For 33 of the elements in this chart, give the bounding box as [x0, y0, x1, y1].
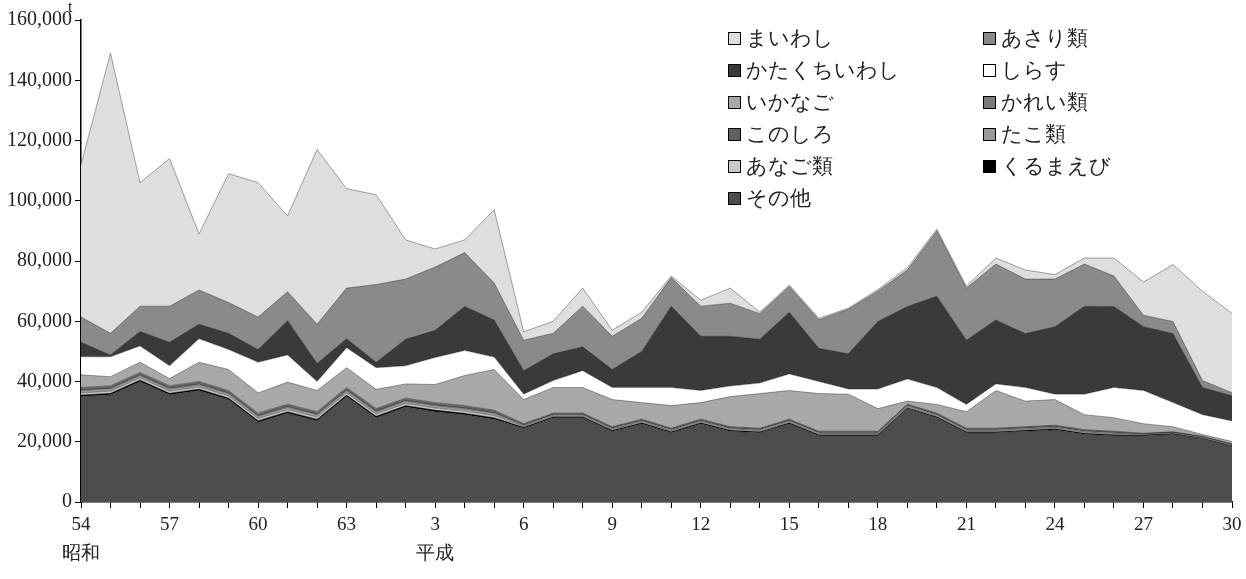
x-tick-label: 3 平成 [416, 513, 455, 563]
x-tick-label: 24 [1045, 513, 1065, 535]
y-tick-label: 140,000 [7, 67, 72, 90]
x-tick-label: 18 [868, 513, 888, 535]
legend-label: くるまえび [1001, 153, 1111, 180]
legend-label: あさり類 [1001, 25, 1088, 52]
y-tick-label: 100,000 [7, 188, 72, 210]
x-tick-label: 15 [779, 513, 799, 535]
x-tick-label: 54 昭和 [62, 513, 100, 563]
x-tick-label: 57 [160, 513, 180, 535]
x-tick-label: 9 [607, 513, 617, 535]
x-tick-label: 60 [248, 513, 268, 535]
legend-label: まいわし [746, 25, 834, 52]
y-tick-label: 80,000 [17, 248, 72, 271]
legend-label: かたくちいわし [746, 57, 900, 84]
legend-label: あなご類 [746, 153, 833, 180]
y-tick-label: 20,000 [17, 429, 72, 451]
legend-label: このしろ [746, 121, 834, 148]
legend-label: かれい類 [1001, 89, 1088, 116]
legend-label: しらす [1001, 57, 1067, 84]
x-tick-label: 12 [691, 513, 711, 535]
x-tick-label: 27 [1133, 513, 1153, 535]
y-tick-label: 0 [62, 489, 72, 512]
legend-label: いかなご [746, 89, 834, 116]
x-tick-label: 6 [518, 513, 529, 535]
x-tick-label: 63 [337, 513, 357, 535]
y-tick-label: 40,000 [17, 368, 72, 391]
legend-label: たこ類 [1001, 121, 1066, 148]
x-tick-label: 30 [1222, 513, 1242, 535]
legend-label: その他 [746, 185, 811, 212]
y-tick-label: 60,000 [17, 308, 72, 331]
x-tick-label: 21 [956, 513, 976, 535]
y-tick-label: 120,000 [7, 127, 72, 150]
